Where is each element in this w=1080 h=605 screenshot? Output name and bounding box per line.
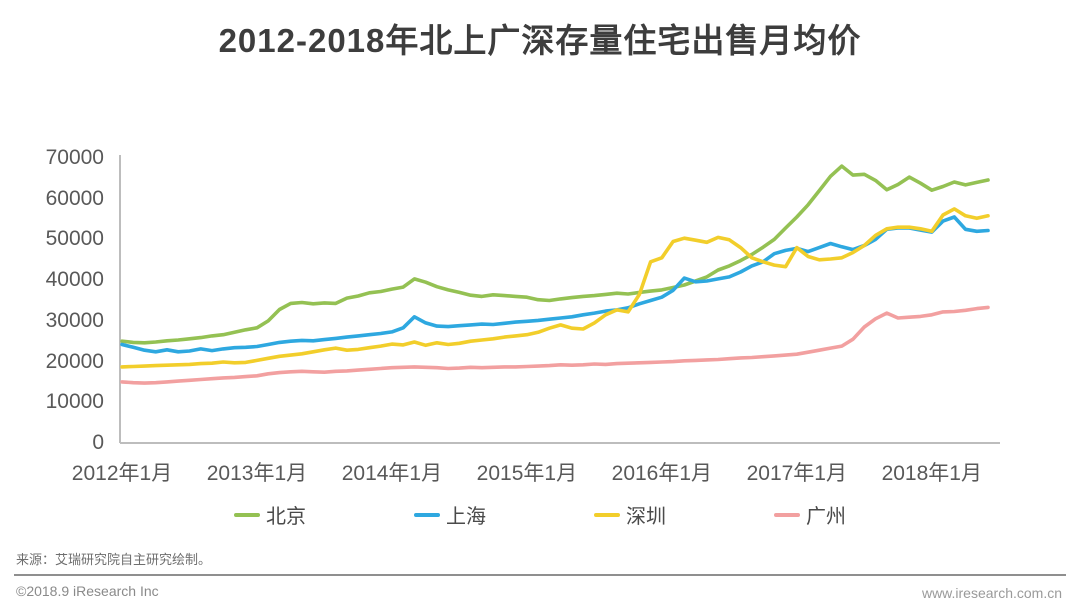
y-tick-60000: 60000 xyxy=(45,186,104,210)
y-tick-40000: 40000 xyxy=(45,268,104,292)
legend-item-shenzhen: 深圳 xyxy=(594,500,666,529)
legend-label-guangzhou: 广州 xyxy=(806,506,846,528)
x-tick-2013: 2013年1月 xyxy=(206,462,308,485)
legend-label-shanghai: 上海 xyxy=(446,506,486,528)
y-tick-50000: 50000 xyxy=(45,227,104,251)
chart-legend: 北京 上海 深圳 广州 xyxy=(0,500,1080,529)
legend-item-beijing: 北京 xyxy=(234,500,306,529)
legend-item-shanghai: 上海 xyxy=(414,500,486,529)
legend-label-shenzhen: 深圳 xyxy=(626,506,666,528)
series-line-guangzhou xyxy=(120,305,990,385)
series-line-shenzhen xyxy=(120,207,990,369)
y-tick-70000: 70000 xyxy=(45,146,104,169)
legend-swatch-beijing xyxy=(234,512,260,517)
y-tick-10000: 10000 xyxy=(45,390,104,414)
x-tick-2012: 2012年1月 xyxy=(71,462,173,485)
y-tick-20000: 20000 xyxy=(45,349,104,373)
legend-swatch-guangzhou xyxy=(774,512,800,517)
source-note: 来源：艾瑞研究院自主研究绘制。 xyxy=(16,552,212,567)
footer-divider xyxy=(14,574,1066,576)
chart-title: 2012-2018年北上广深存量住宅出售月均价 xyxy=(218,22,862,59)
footer-copyright: ©2018.9 iResearch Inc xyxy=(16,583,159,599)
x-tick-2016: 2016年1月 xyxy=(611,462,713,485)
y-tick-0: 0 xyxy=(92,431,104,454)
series-line-beijing xyxy=(120,164,990,345)
series-line-shanghai xyxy=(120,215,990,354)
legend-label-beijing: 北京 xyxy=(266,506,306,528)
legend-swatch-shanghai xyxy=(414,512,440,517)
x-tick-2017: 2017年1月 xyxy=(746,462,847,485)
legend-swatch-shenzhen xyxy=(594,512,620,517)
legend-item-guangzhou: 广州 xyxy=(774,500,846,529)
y-tick-30000: 30000 xyxy=(45,308,104,332)
x-tick-2015: 2015年1月 xyxy=(476,462,578,485)
x-tick-2014: 2014年1月 xyxy=(341,462,443,485)
footer-website: www.iresearch.com.cn xyxy=(921,585,1062,601)
x-tick-2018: 2018年1月 xyxy=(881,462,982,485)
